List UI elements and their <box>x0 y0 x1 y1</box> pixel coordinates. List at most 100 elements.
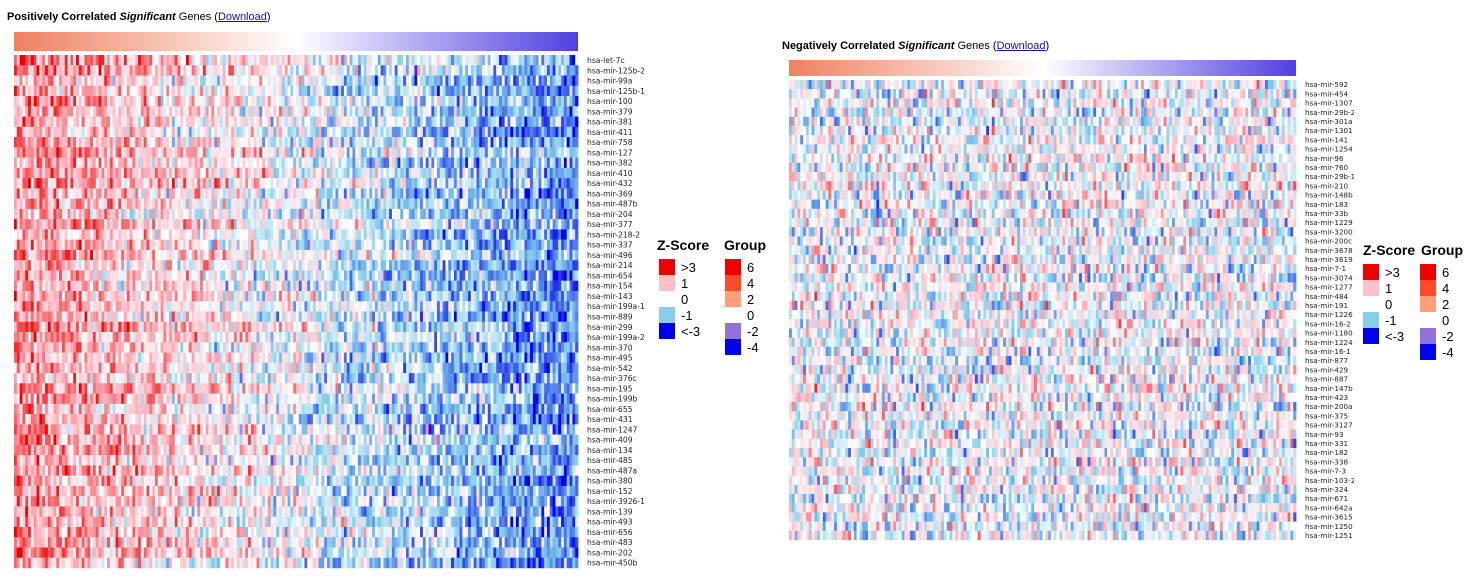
heatmap-cell <box>521 260 525 271</box>
heatmap-cell <box>408 65 413 76</box>
heatmap-cell <box>149 239 153 251</box>
heatmap-cell <box>355 208 359 220</box>
heatmap-cell <box>380 280 384 292</box>
heatmap-cell <box>329 147 334 158</box>
heatmap-cell <box>434 249 438 261</box>
heatmap-cell <box>242 178 246 189</box>
heatmap-cell <box>67 126 71 138</box>
heatmap-cell <box>327 198 331 210</box>
heatmap-cell <box>287 219 291 230</box>
heatmap-cell <box>81 280 85 292</box>
heatmap-cell <box>197 157 201 169</box>
heatmap-cell <box>273 290 277 302</box>
heatmap-cell <box>312 178 317 189</box>
heatmap-cell <box>188 75 193 86</box>
heatmap-cell <box>81 137 85 148</box>
heatmap-cell <box>90 290 94 302</box>
heatmap-cell <box>499 198 503 210</box>
heatmap-cell <box>566 198 570 210</box>
heatmap-cell <box>95 280 99 292</box>
heatmap-cell <box>152 106 156 117</box>
heatmap-cell <box>231 167 235 179</box>
heatmap-cell <box>183 75 187 86</box>
heatmap-cell <box>259 178 263 189</box>
heatmap-cell <box>403 116 407 128</box>
heatmap-cell <box>293 116 297 128</box>
heatmap-cell <box>363 249 367 261</box>
heatmap-cell <box>228 75 232 86</box>
heatmap-cell <box>98 106 102 117</box>
heatmap-cell <box>414 116 418 128</box>
heatmap-cell <box>493 106 497 117</box>
heatmap-cell <box>109 208 114 220</box>
heatmap-cell <box>422 126 427 138</box>
heatmap-cell <box>177 188 181 199</box>
heatmap-cell <box>298 188 303 199</box>
heatmap-cell <box>267 96 272 107</box>
heatmap-cell <box>222 229 226 240</box>
heatmap-cell <box>397 65 401 76</box>
heatmap-cell <box>50 188 54 199</box>
heatmap-cell <box>225 96 229 107</box>
heatmap-cell <box>487 167 491 179</box>
heatmap-cell <box>298 229 303 240</box>
heatmap-cell <box>149 229 153 240</box>
heatmap-cell <box>92 96 97 107</box>
heatmap-cell <box>358 116 362 128</box>
heatmap-cell <box>45 157 49 169</box>
heatmap-cell <box>411 178 415 189</box>
heatmap-cell <box>109 126 114 138</box>
heatmap-cell <box>563 178 568 189</box>
heatmap-cell <box>160 167 164 179</box>
heatmap-cell <box>115 137 119 148</box>
heatmap-cell <box>25 167 29 179</box>
heatmap-cell <box>225 290 229 302</box>
heatmap-cell <box>228 116 232 128</box>
heatmap-cell <box>476 75 480 86</box>
download-link-negative[interactable]: Download <box>996 40 1046 52</box>
heatmap-cell <box>312 116 317 128</box>
heatmap-cell <box>166 249 170 261</box>
heatmap-cell <box>515 85 520 97</box>
heatmap-cell <box>149 290 153 302</box>
heatmap-cell <box>30 106 35 117</box>
heatmap-cell <box>264 290 269 302</box>
heatmap-cell <box>293 65 297 76</box>
heatmap-cell <box>360 290 365 302</box>
heatmap-cell <box>262 260 266 271</box>
heatmap-cell <box>177 55 181 66</box>
heatmap-cell <box>73 178 77 189</box>
heatmap-cell <box>425 270 429 281</box>
heatmap-cell <box>290 188 294 199</box>
heatmap-cell <box>197 219 201 230</box>
heatmap-cell <box>425 126 429 138</box>
heatmap-cell <box>561 198 565 210</box>
heatmap-cell <box>445 270 449 281</box>
heatmap-cell <box>513 188 517 199</box>
heatmap-cell <box>202 178 207 189</box>
heatmap-cell <box>33 270 37 281</box>
heatmap-cell <box>64 249 68 261</box>
heatmap-cell <box>160 55 164 66</box>
heatmap-cell <box>76 270 80 281</box>
heatmap-cell <box>535 167 539 179</box>
heatmap-cell <box>239 260 243 271</box>
heatmap-cell <box>434 219 438 230</box>
heatmap-cell <box>242 239 246 251</box>
heatmap-cell <box>515 116 520 128</box>
heatmap-cell <box>171 167 176 179</box>
heatmap-cell <box>527 290 531 302</box>
heatmap-cell <box>214 157 218 169</box>
heatmap-cell <box>501 260 506 271</box>
heatmap-cell <box>422 270 427 281</box>
heatmap-cell <box>541 96 545 107</box>
heatmap-cell <box>296 219 300 230</box>
heatmap-cell <box>425 249 429 261</box>
heatmap-cell <box>61 239 66 251</box>
heatmap-cell <box>191 106 195 117</box>
heatmap-cell <box>39 239 43 251</box>
heatmap-cell <box>501 65 506 76</box>
download-link-positive[interactable]: Download <box>217 11 267 23</box>
heatmap-cell <box>152 239 156 251</box>
heatmap-cell <box>146 116 150 128</box>
